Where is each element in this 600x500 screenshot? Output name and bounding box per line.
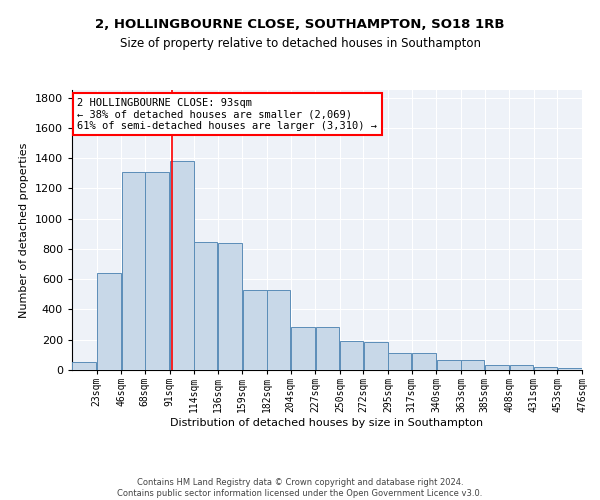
Bar: [243, 290, 266, 370]
Bar: [122, 172, 145, 370]
Bar: [170, 161, 194, 370]
Bar: [73, 362, 96, 370]
X-axis label: Distribution of detached houses by size in Southampton: Distribution of detached houses by size …: [170, 418, 484, 428]
Bar: [534, 367, 557, 370]
Text: 2 HOLLINGBOURNE CLOSE: 93sqm
← 38% of detached houses are smaller (2,069)
61% of: 2 HOLLINGBOURNE CLOSE: 93sqm ← 38% of de…: [77, 98, 377, 131]
Bar: [485, 364, 509, 370]
Bar: [509, 364, 533, 370]
Bar: [316, 327, 340, 370]
Y-axis label: Number of detached properties: Number of detached properties: [19, 142, 29, 318]
Bar: [461, 360, 484, 370]
Text: Size of property relative to detached houses in Southampton: Size of property relative to detached ho…: [119, 38, 481, 51]
Bar: [340, 341, 363, 370]
Bar: [364, 342, 388, 370]
Bar: [291, 327, 315, 370]
Bar: [268, 290, 290, 370]
Bar: [218, 243, 242, 370]
Bar: [412, 354, 436, 370]
Bar: [388, 354, 411, 370]
Bar: [437, 360, 461, 370]
Text: 2, HOLLINGBOURNE CLOSE, SOUTHAMPTON, SO18 1RB: 2, HOLLINGBOURNE CLOSE, SOUTHAMPTON, SO1…: [95, 18, 505, 30]
Bar: [97, 273, 121, 370]
Bar: [145, 172, 169, 370]
Bar: [194, 242, 217, 370]
Bar: [558, 368, 581, 370]
Text: Contains HM Land Registry data © Crown copyright and database right 2024.
Contai: Contains HM Land Registry data © Crown c…: [118, 478, 482, 498]
